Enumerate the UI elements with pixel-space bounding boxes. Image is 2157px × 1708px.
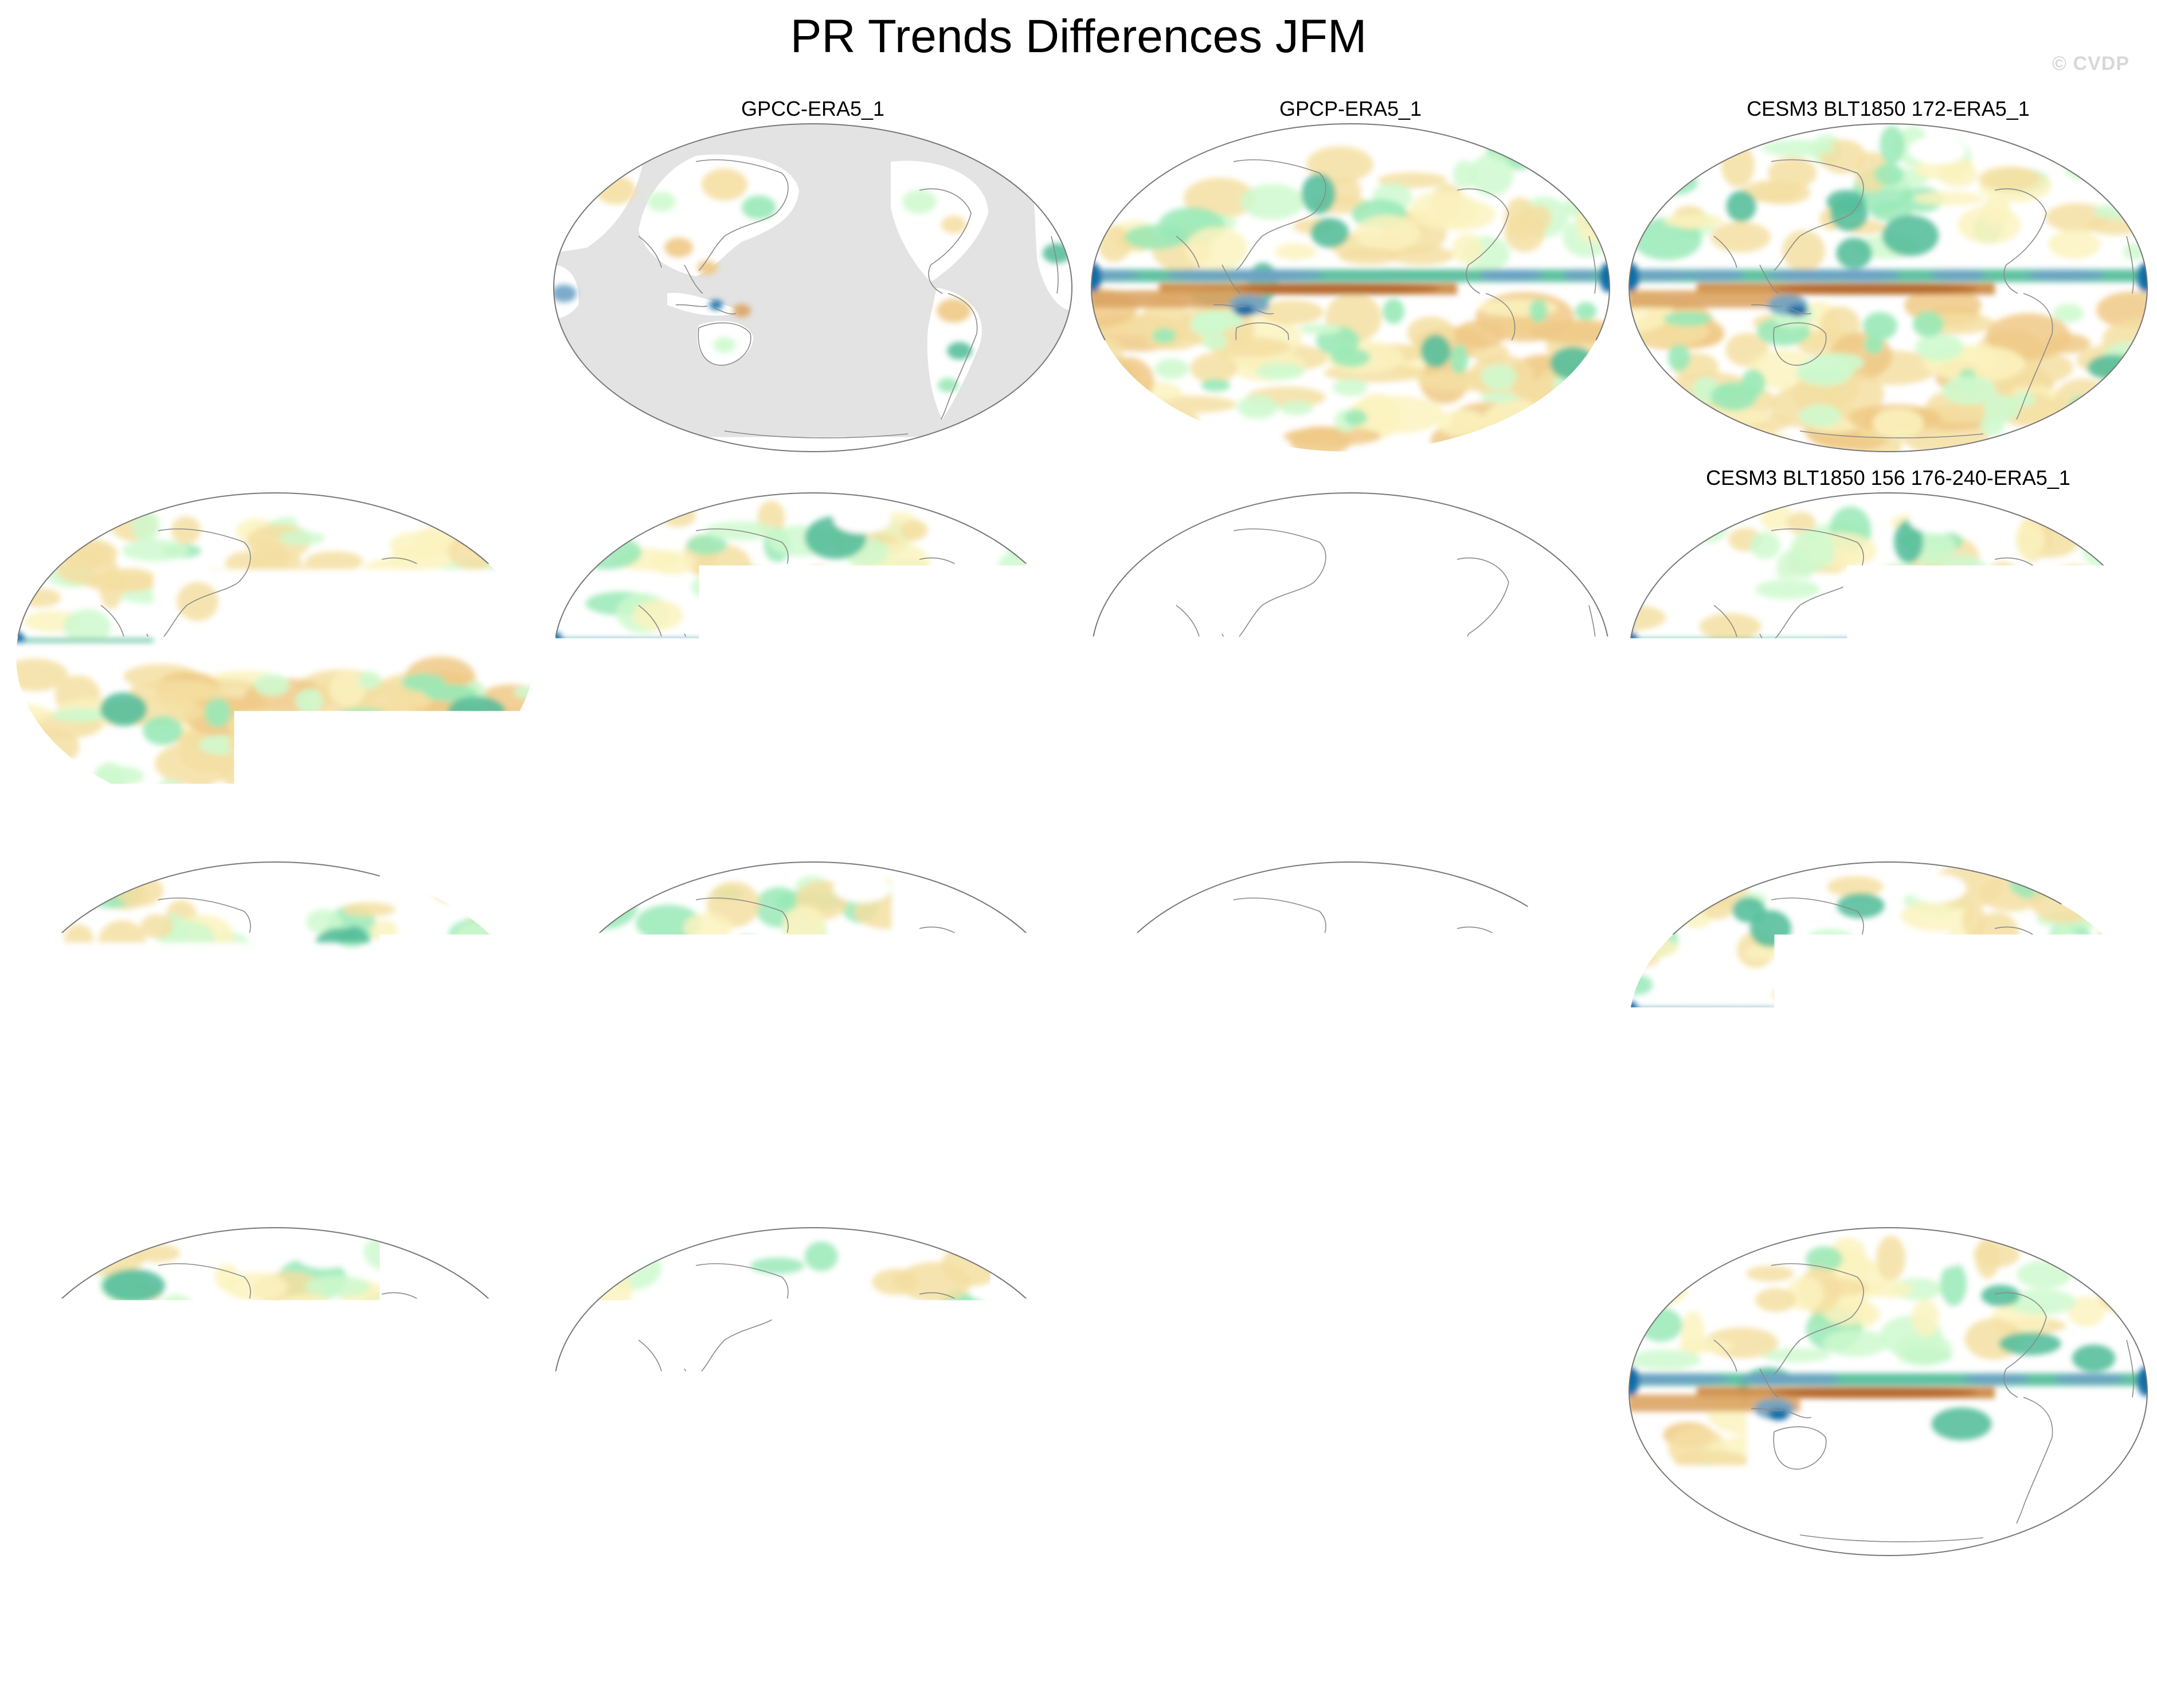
colorbar-box: [780, 1616, 879, 1650]
world-map: [1628, 1225, 2148, 1558]
colorbar-tick-label: -4: [567, 1659, 597, 1697]
panel-title: CESM3 BLT1850 156 46-110-ERA5_1: [549, 835, 1076, 860]
world-map: [15, 860, 535, 1192]
world-map: [15, 1225, 535, 1558]
map-panel: GPCP-ERA5_1: [1087, 96, 1614, 457]
colorbar-tick-label: 2: [1465, 1659, 1483, 1697]
world-map: [1628, 860, 2148, 1192]
panel-title: CESM2 piControl B-ERA5_1: [1087, 1200, 1614, 1225]
panel-title: CESM3 BLT1850 156 176-240-ERA5_1: [1624, 465, 2152, 491]
world-map: [1090, 122, 1611, 454]
colorbar-box: [879, 1616, 978, 1650]
colorbar-tick-label: 4: [1564, 1659, 1583, 1697]
world-map: [1628, 122, 2148, 454]
colorbar-box: [1375, 1616, 1474, 1650]
world-map: [1090, 491, 1611, 823]
colorbar-tick-label: 1: [1365, 1659, 1384, 1697]
panel-title: CESM3 BLT1850 170-ERA5_1: [549, 465, 1076, 491]
map-panel: CESM3 BLT1850 156 46-110-ERA5_1: [549, 835, 1076, 1196]
colorbar-box: [1474, 1616, 1573, 1650]
colorbar-box: [1177, 1616, 1276, 1650]
colorbar-box: [582, 1616, 682, 1650]
colorbar-box: [978, 1616, 1078, 1650]
map-panel: GPCC-ERA5_1: [549, 96, 1076, 457]
colorbar: -6 -4 -2 -1 -0.5 -0.2 0 0.2 0.5 1 2 4 6: [378, 1616, 1777, 1697]
colorbar-tick-label: 0.5: [1252, 1659, 1299, 1697]
map-panel: CESM3 BLT1850 156 176-240-ERA5_1: [1624, 465, 2152, 826]
world-map: [1090, 860, 1611, 1192]
world-map: [553, 491, 1073, 823]
world-map: [1628, 491, 2148, 823]
colorbar-box: [1078, 1616, 1177, 1650]
map-panel: CESM3 BLT1850 156 111-175-ERA5_1: [11, 835, 539, 1196]
panel-title: CESM3 BLT1850 156 80-240-ERA5_1: [1087, 835, 1614, 860]
colorbar-tick-label: -2: [666, 1659, 696, 1697]
panel-title: CESM2 piControl C-ERA5_1: [549, 1200, 1076, 1225]
panel-title: CESM3 BLT1850 156 111-175-ERA5_1: [11, 835, 539, 860]
figure-title: PR Trends Differences JFM: [0, 8, 2157, 65]
world-map: [553, 860, 1073, 1192]
colorbar-box: [1573, 1616, 1672, 1650]
colorbar-tick-label: -1: [765, 1659, 796, 1697]
panel-title: CESM2 piControl E-ERA5_1: [1624, 835, 2152, 860]
colorbar-tick-label: 0: [1068, 1659, 1087, 1697]
colorbar-tick-label: -0.2: [949, 1659, 1008, 1697]
colorbar-tick-label: -6: [468, 1659, 498, 1697]
map-panel: CESM2 piControl B-ERA5_1: [1087, 1200, 1614, 1561]
colorbar-tick-label: 6: [1662, 1659, 1681, 1697]
colorbar-box: [1672, 1616, 1771, 1650]
map-panel: CESM3 BLT1850 171-ERA5_1: [11, 465, 539, 826]
panel-title: CESM3 BLT1850 172-ERA5_1: [1624, 96, 2152, 122]
watermark: © CVDP: [2052, 53, 2129, 75]
map-panel: CESM2 piControl A-ERA5_1: [1624, 1200, 2152, 1561]
panel-title: CESM2 piControl A-ERA5_1: [1624, 1200, 2152, 1225]
map-panel: CESM3 BLT1850 156 80-240-ERA5_1: [1087, 835, 1614, 1196]
colorbar-box: [483, 1616, 582, 1650]
map-panel: CESM2 piControl E-ERA5_1: [1624, 835, 2152, 1196]
map-panel: CESM3 BLT1850 170-ERA5_1: [549, 465, 1076, 826]
world-map: [553, 1225, 1073, 1558]
panel-title: CESM2 piControl D-ERA5_1: [11, 1200, 539, 1225]
map-panel: CESM2 piControl D-ERA5_1: [11, 1200, 539, 1561]
map-panel: CESM2 piControl C-ERA5_1: [549, 1200, 1076, 1561]
colorbar-tick-label: 0.2: [1153, 1659, 1200, 1697]
panel-title: CESM3 BLT1850 166-ERA5_1: [1087, 465, 1614, 491]
panel-title: GPCP-ERA5_1: [1087, 96, 1614, 122]
map-panel: CESM3 BLT1850 172-ERA5_1: [1624, 96, 2152, 457]
panel-title: CESM3 BLT1850 171-ERA5_1: [11, 465, 539, 491]
world-map: [15, 491, 535, 823]
panel-title: GPCC-ERA5_1: [549, 96, 1076, 122]
colorbar-box: [384, 1616, 483, 1650]
map-panel: CESM3 BLT1850 166-ERA5_1: [1087, 465, 1614, 826]
colorbar-box: [682, 1616, 781, 1650]
colorbar-box: [1276, 1616, 1375, 1650]
world-map: [553, 122, 1073, 454]
world-map: [1090, 1225, 1611, 1558]
colorbar-tick-label: -0.5: [850, 1659, 909, 1697]
